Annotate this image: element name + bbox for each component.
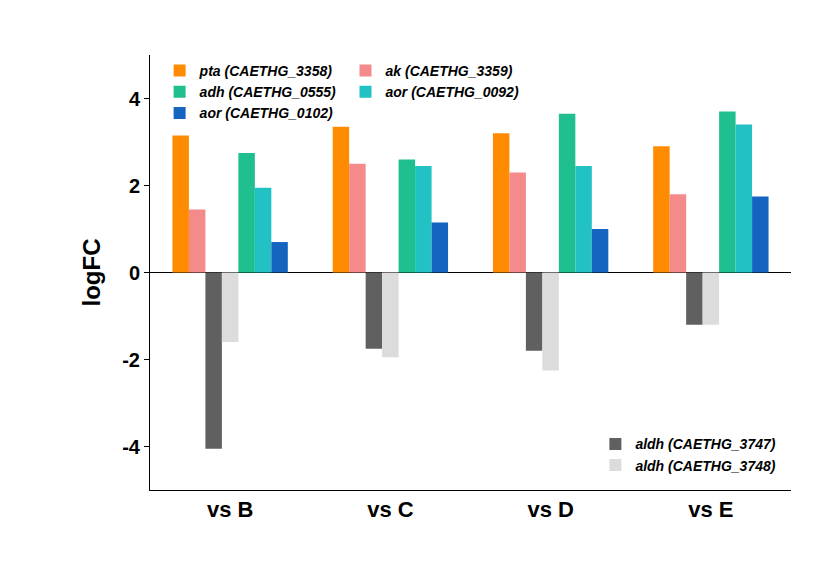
svg-text:vs C: vs C	[367, 497, 414, 522]
svg-text:vs B: vs B	[207, 497, 253, 522]
svg-text:-2: -2	[122, 349, 140, 371]
svg-text:-4: -4	[122, 436, 141, 458]
svg-text:ak (CAETHG_3359): ak (CAETHG_3359)	[386, 63, 513, 79]
svg-text:aldh (CAETHG_3747): aldh (CAETHG_3747)	[635, 436, 775, 452]
svg-text:2: 2	[129, 175, 140, 197]
svg-text:aor (CAETHG_0102): aor (CAETHG_0102)	[200, 105, 333, 121]
svg-text:4: 4	[129, 88, 141, 110]
svg-text:logFC: logFC	[78, 239, 105, 307]
svg-text:pta (CAETHG_3358): pta (CAETHG_3358)	[199, 63, 333, 79]
svg-text:vs D: vs D	[527, 497, 573, 522]
svg-text:aor (CAETHG_0092): aor (CAETHG_0092)	[386, 84, 519, 100]
svg-text:aldh (CAETHG_3748): aldh (CAETHG_3748)	[635, 458, 775, 474]
svg-text:0: 0	[129, 262, 140, 284]
svg-text:vs E: vs E	[688, 497, 733, 522]
svg-text:adh (CAETHG_0555): adh (CAETHG_0555)	[200, 84, 336, 100]
